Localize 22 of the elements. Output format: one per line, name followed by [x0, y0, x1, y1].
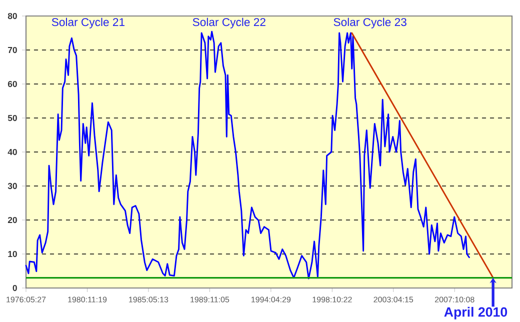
y-tick-label: 30	[8, 182, 17, 190]
y-tick-label: 50	[8, 114, 17, 122]
x-tick-label: 1980:11:19	[68, 296, 107, 302]
y-tick-label: 80	[8, 12, 17, 20]
y-tick-label: 10	[8, 250, 17, 258]
x-tick-label: 1989:11:05	[190, 296, 230, 302]
line-series	[25, 30, 470, 280]
annotation: April 2010	[444, 306, 508, 320]
y-tick-label: 60	[8, 80, 17, 88]
x-tick-label: 2007:10:08	[434, 296, 474, 302]
y-tick-label: 40	[8, 148, 17, 156]
y-tick-label: 0	[12, 284, 17, 292]
x-tick-label: 1994:04:29	[252, 296, 291, 302]
annotation: Solar Cycle 21	[52, 18, 124, 28]
x-tick-label: 1998:10:22	[312, 296, 352, 302]
x-tick-label: 2003:04:15	[374, 296, 414, 302]
annotation: Solar Cycle 23	[334, 18, 406, 28]
x-tick-label: 1985:05:13	[129, 296, 168, 302]
x-tick-label: 1976:05:27	[6, 296, 46, 302]
y-tick-label: 20	[8, 216, 17, 224]
annotation: Solar Cycle 22	[192, 18, 266, 28]
y-tick-label: 70	[8, 46, 17, 54]
